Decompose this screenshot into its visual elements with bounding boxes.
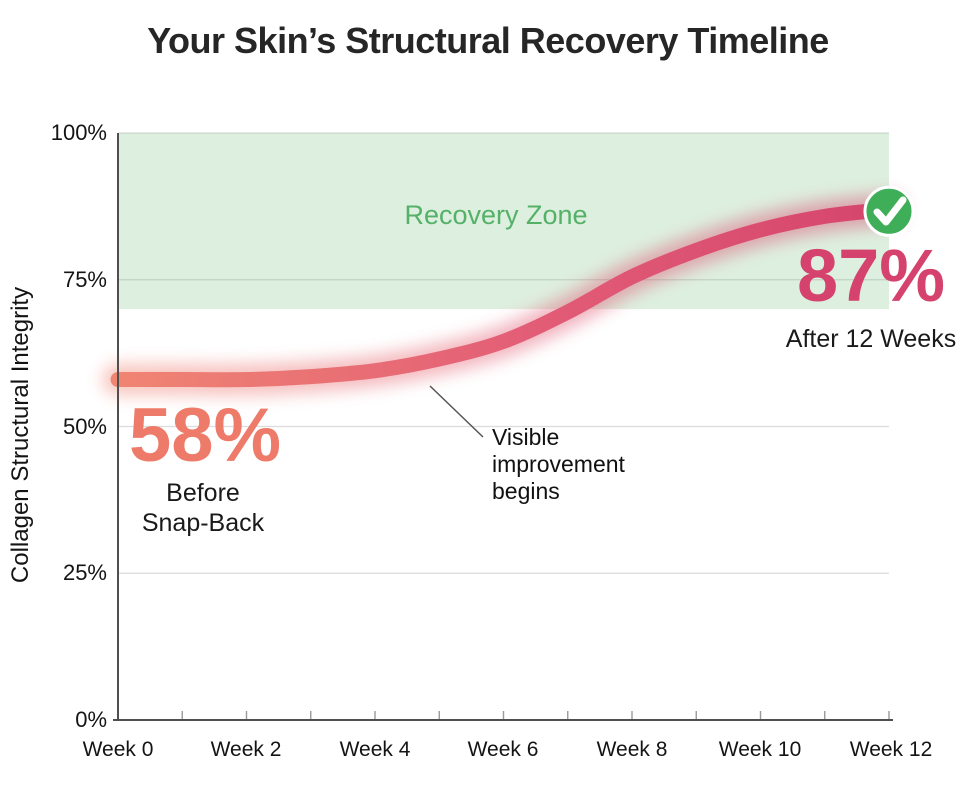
x-tick-label-week12: Week 12 bbox=[849, 738, 933, 761]
end-caption: After 12 Weeks bbox=[785, 325, 957, 353]
x-tick-label-week8: Week 8 bbox=[596, 738, 668, 761]
grid-lines bbox=[118, 132, 889, 574]
axis-ticks bbox=[181, 711, 890, 719]
improvement-annotation: Visible improvement begins bbox=[492, 424, 712, 505]
improvement-line1: Visible bbox=[492, 424, 560, 450]
y-tick-label-50: 50% bbox=[62, 414, 107, 439]
check-circle bbox=[863, 185, 915, 237]
y-tick-label-75: 75% bbox=[62, 267, 107, 292]
x-tick-label-week10: Week 10 bbox=[718, 738, 802, 761]
start-caption: Before Snap-Back bbox=[103, 479, 303, 538]
leader-line bbox=[429, 385, 484, 438]
x-tick-label-week4: Week 4 bbox=[339, 738, 411, 761]
x-tick-label-week2: Week 2 bbox=[210, 738, 282, 761]
end-value-label: 87% bbox=[796, 234, 946, 317]
axes bbox=[113, 133, 893, 721]
improvement-line3: begins bbox=[492, 478, 560, 505]
y-tick-label-100: 100% bbox=[50, 120, 107, 145]
checkmark-icon bbox=[873, 196, 907, 226]
improvement-line2: improvement bbox=[492, 451, 625, 478]
start-caption-line2: Snap-Back bbox=[141, 508, 265, 537]
y-tick-label-25: 25% bbox=[62, 560, 107, 585]
y-tick-label-0: 0% bbox=[75, 707, 107, 732]
start-value-label: 58% bbox=[128, 393, 282, 478]
x-tick-label-week6: Week 6 bbox=[467, 738, 539, 761]
page-title: Your Skin’s Structural Recovery Timeline bbox=[147, 20, 829, 61]
x-tick-label-week0: Week 0 bbox=[82, 738, 154, 761]
recovery-zone-label: Recovery Zone bbox=[404, 200, 588, 230]
collagen-curve bbox=[110, 201, 897, 388]
start-caption-line1: Before bbox=[166, 479, 240, 507]
